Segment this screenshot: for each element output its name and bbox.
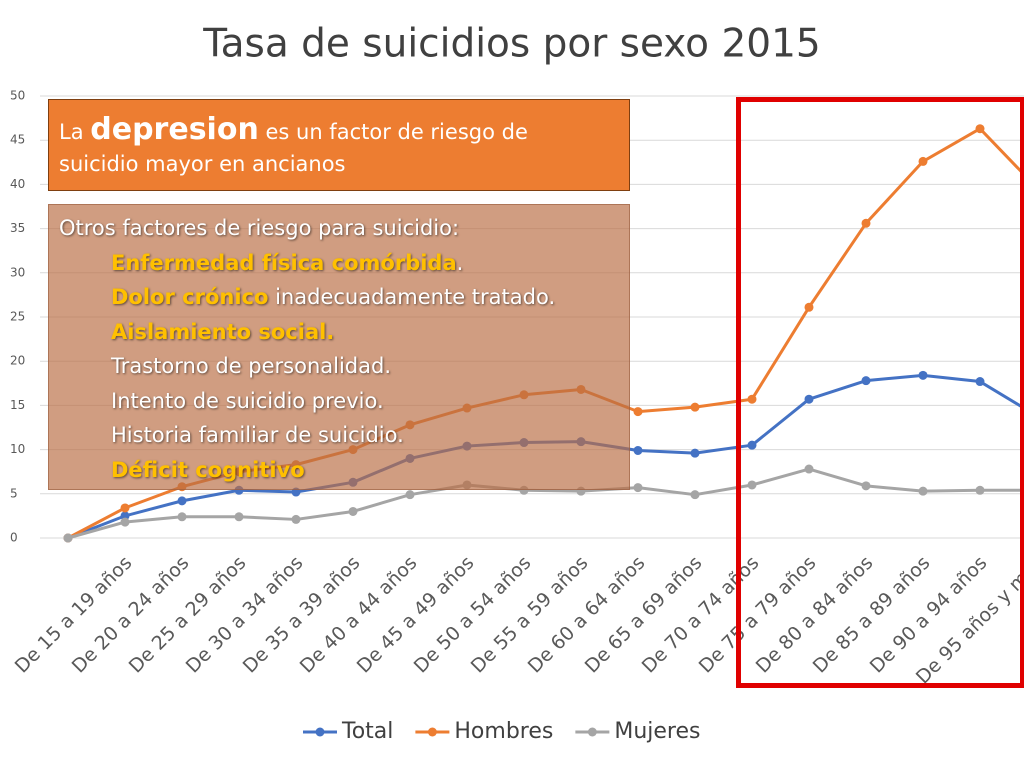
annotation-text: Intento de suicidio previo. [111, 388, 384, 413]
y-tick-label: 25 [10, 310, 25, 324]
data-point [120, 511, 130, 521]
annotation-text: La [59, 120, 91, 144]
data-point [804, 394, 814, 404]
data-point [405, 490, 415, 500]
data-point [633, 483, 643, 493]
annotation-line: La depresion es un factor de riesgo de [59, 114, 619, 148]
y-tick-label: 15 [10, 398, 25, 412]
annotation-line: Dolor crónico inadecuadamente tratado. [59, 280, 619, 315]
y-tick-label: 10 [10, 442, 25, 456]
annotation-line: Intento de suicidio previo. [59, 384, 619, 419]
legend-label: Total [341, 719, 393, 744]
annotation-text: Aislamiento social. [111, 319, 335, 344]
annotation-line: suicidio mayor en ancianos [59, 148, 619, 180]
data-point [291, 514, 301, 524]
data-point [690, 448, 700, 458]
annotation-line: Historia familiar de suicidio. [59, 418, 619, 453]
y-tick-label: 35 [10, 221, 25, 235]
legend-marker [315, 727, 325, 737]
data-point [747, 480, 757, 490]
data-point [690, 490, 700, 500]
data-point [177, 496, 187, 506]
legend-label: Mujeres [614, 719, 700, 744]
annotation-text: depresion [90, 112, 259, 147]
data-point [804, 464, 814, 474]
legend-marker [587, 727, 597, 737]
annotation-text: suicidio mayor en ancianos [59, 152, 346, 176]
annotation-line: Otros factores de riesgo para suicidio: [59, 211, 619, 246]
annotation-text: inadecuadamente tratado. [268, 285, 556, 309]
legend-item: Hombres [415, 719, 553, 744]
data-point [861, 376, 871, 386]
y-tick-label: 40 [10, 177, 25, 191]
annotation-text: Historia familiar de suicidio. [111, 423, 404, 447]
annotation-line: Enfermedad física comórbida. [59, 246, 619, 281]
data-point [747, 394, 757, 404]
legend-item: Total [303, 719, 393, 744]
data-point [975, 377, 985, 387]
data-point [177, 512, 187, 522]
data-point [633, 407, 643, 417]
annotation-box: Otros factores de riesgo para suicidio: E… [48, 204, 630, 490]
data-point [804, 302, 814, 312]
data-point [918, 486, 928, 496]
legend-item: Mujeres [575, 719, 701, 744]
annotation-line: Trastorno de personalidad. [59, 349, 619, 384]
data-point [918, 156, 928, 166]
data-point [120, 503, 130, 513]
data-point [120, 517, 130, 527]
highlight-frame [736, 97, 1024, 688]
y-tick-label: 45 [10, 133, 25, 147]
data-point [63, 533, 73, 543]
data-point [918, 370, 928, 380]
data-point [747, 440, 757, 450]
annotation-text: Trastorno de personalidad. [111, 354, 392, 378]
y-tick-label: 5 [10, 486, 18, 500]
series-line [67, 467, 1024, 540]
annotation-box: La depresion es un factor de riesgo de su… [48, 99, 630, 191]
annotation-text: . [456, 250, 464, 275]
annotation-text: Otros factores de riesgo para suicidio: [59, 216, 460, 240]
data-point [633, 445, 643, 455]
annotation-line: Aislamiento social. [59, 315, 619, 350]
annotation-text: Déficit cognitivo [111, 457, 305, 482]
y-tick-label: 20 [10, 354, 25, 368]
data-point [861, 218, 871, 228]
annotation-text: Enfermedad física comórbida [111, 250, 457, 275]
data-point [975, 485, 985, 495]
data-point [861, 481, 871, 491]
annotation-text: Dolor crónico [111, 285, 269, 309]
legend-label: Hombres [454, 719, 553, 744]
y-tick-label: 30 [10, 265, 25, 279]
y-tick-label: 0 [10, 531, 18, 545]
annotation-text: es un factor de riesgo de [258, 120, 528, 144]
legend-marker [427, 727, 437, 737]
y-tick-label: 50 [10, 89, 25, 103]
annotation-line: Déficit cognitivo [59, 453, 619, 488]
data-point [348, 506, 358, 516]
data-point [690, 402, 700, 412]
data-point [234, 512, 244, 522]
data-point [975, 124, 985, 134]
chart-title: Tasa de suicidios por sexo 2015 [202, 22, 820, 67]
